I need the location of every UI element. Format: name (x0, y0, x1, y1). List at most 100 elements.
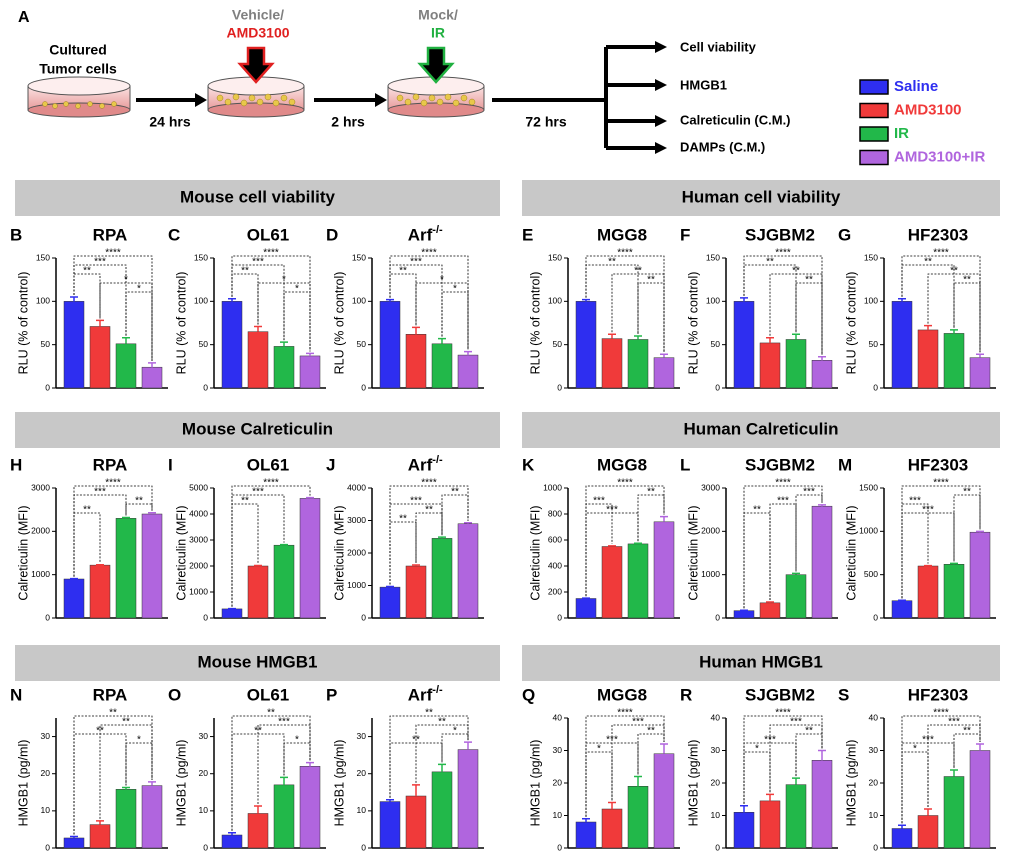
error-bar (96, 319, 104, 327)
chart-title: HF2303 (908, 225, 968, 244)
panel-letter: I (168, 455, 173, 474)
y-tick-label: 10 (553, 810, 563, 820)
significance-label: ** (634, 266, 642, 277)
error-bar (924, 324, 932, 330)
y-tick-label: 0 (203, 382, 208, 392)
y-tick-label: 0 (873, 382, 878, 392)
significance-label: *** (252, 257, 264, 268)
y-tick-label: 400 (548, 560, 562, 570)
y-tick-label: 5000 (189, 482, 208, 492)
bar (141, 366, 163, 389)
error-bar (950, 329, 958, 334)
error-bar (438, 337, 446, 344)
y-tick-label: 0 (873, 842, 878, 852)
significance-label: * (440, 275, 444, 286)
error-bar (254, 325, 262, 332)
significance-label: ** (109, 708, 117, 719)
significance-bracket (283, 291, 311, 352)
y-tick-label: 20 (199, 768, 209, 778)
bar (759, 800, 781, 849)
error-bar (280, 776, 288, 785)
y-tick-label: 1500 (859, 482, 878, 492)
significance-label: ** (83, 266, 91, 277)
y-axis-label: Calreticulin (MFI) (686, 505, 700, 600)
schematic: A Cultured Tumor cells (18, 7, 791, 155)
bar (733, 610, 755, 619)
y-tick-label: 10 (199, 805, 209, 815)
y-tick-label: 50 (869, 339, 879, 349)
legend-label: Saline (894, 78, 938, 95)
bar (811, 505, 833, 619)
error-bar (464, 741, 472, 750)
significance-label: **** (105, 478, 121, 489)
panel-letter: N (10, 685, 22, 704)
process-arrows (136, 41, 667, 154)
y-tick-label: 150 (548, 252, 562, 262)
significance-bracket (901, 512, 955, 599)
significance-label: ** (647, 726, 655, 737)
y-tick-label: 100 (548, 296, 562, 306)
significance-label: ** (647, 487, 655, 498)
bar (299, 498, 321, 619)
significance-bracket (795, 494, 823, 572)
treatment-label: Mock/ (418, 7, 458, 23)
significance-label: *** (948, 717, 960, 728)
error-bar (306, 761, 314, 767)
significance-bracket (743, 255, 823, 355)
significance-label: * (295, 735, 299, 746)
bar (785, 784, 807, 849)
error-bar (122, 516, 130, 519)
panel-letter: H (10, 455, 22, 474)
significance-label: ** (412, 735, 420, 746)
significance-label: ** (399, 266, 407, 277)
y-tick-label: 3000 (347, 515, 366, 525)
error-bar (766, 601, 774, 603)
significance-label: **** (775, 248, 791, 259)
output-label: Cell viability (680, 39, 757, 54)
bar (969, 531, 991, 619)
significance-label: **** (263, 478, 279, 489)
bar (891, 600, 913, 619)
bar (733, 812, 755, 849)
y-axis-label: HMGB1 (pg/ml) (528, 740, 542, 827)
significance-bracket (585, 264, 639, 334)
error-bar (818, 356, 826, 361)
y-tick-label: 10 (41, 805, 51, 815)
error-bar (950, 769, 958, 777)
panel-letter: O (168, 685, 181, 704)
bar (431, 538, 453, 619)
bar (627, 786, 649, 849)
error-bar (634, 775, 642, 787)
significance-label: *** (790, 717, 802, 728)
y-tick-label: 40 (869, 712, 879, 722)
output-label: Calreticulin (C.M.) (680, 112, 791, 127)
significance-label: *** (606, 505, 618, 516)
panel-letter: P (326, 685, 337, 704)
error-bar (608, 545, 616, 547)
significance-bracket (637, 494, 665, 542)
significance-label: **** (263, 248, 279, 259)
significance-bracket (389, 485, 469, 585)
significance-label: *** (278, 717, 290, 728)
significance-bracket (795, 282, 823, 355)
chart-title: RPA (93, 455, 128, 474)
error-bar (412, 564, 420, 566)
y-axis-label: HMGB1 (pg/ml) (174, 740, 188, 827)
bar (653, 753, 675, 849)
error-bar (386, 298, 394, 302)
significance-label: * (137, 735, 141, 746)
significance-bracket (585, 255, 665, 353)
bar (759, 602, 781, 619)
dish (27, 76, 131, 118)
y-tick-label: 100 (194, 296, 208, 306)
y-tick-label: 2000 (347, 547, 366, 557)
significance-bracket (73, 733, 127, 835)
error-bar (582, 818, 590, 822)
bar (247, 565, 269, 619)
y-tick-label: 150 (194, 252, 208, 262)
significance-label: * (453, 726, 457, 737)
error-bar (976, 743, 984, 751)
legend-label: AMD3100+IR (894, 148, 985, 165)
legend-swatch (859, 79, 889, 95)
y-tick-label: 100 (36, 296, 50, 306)
